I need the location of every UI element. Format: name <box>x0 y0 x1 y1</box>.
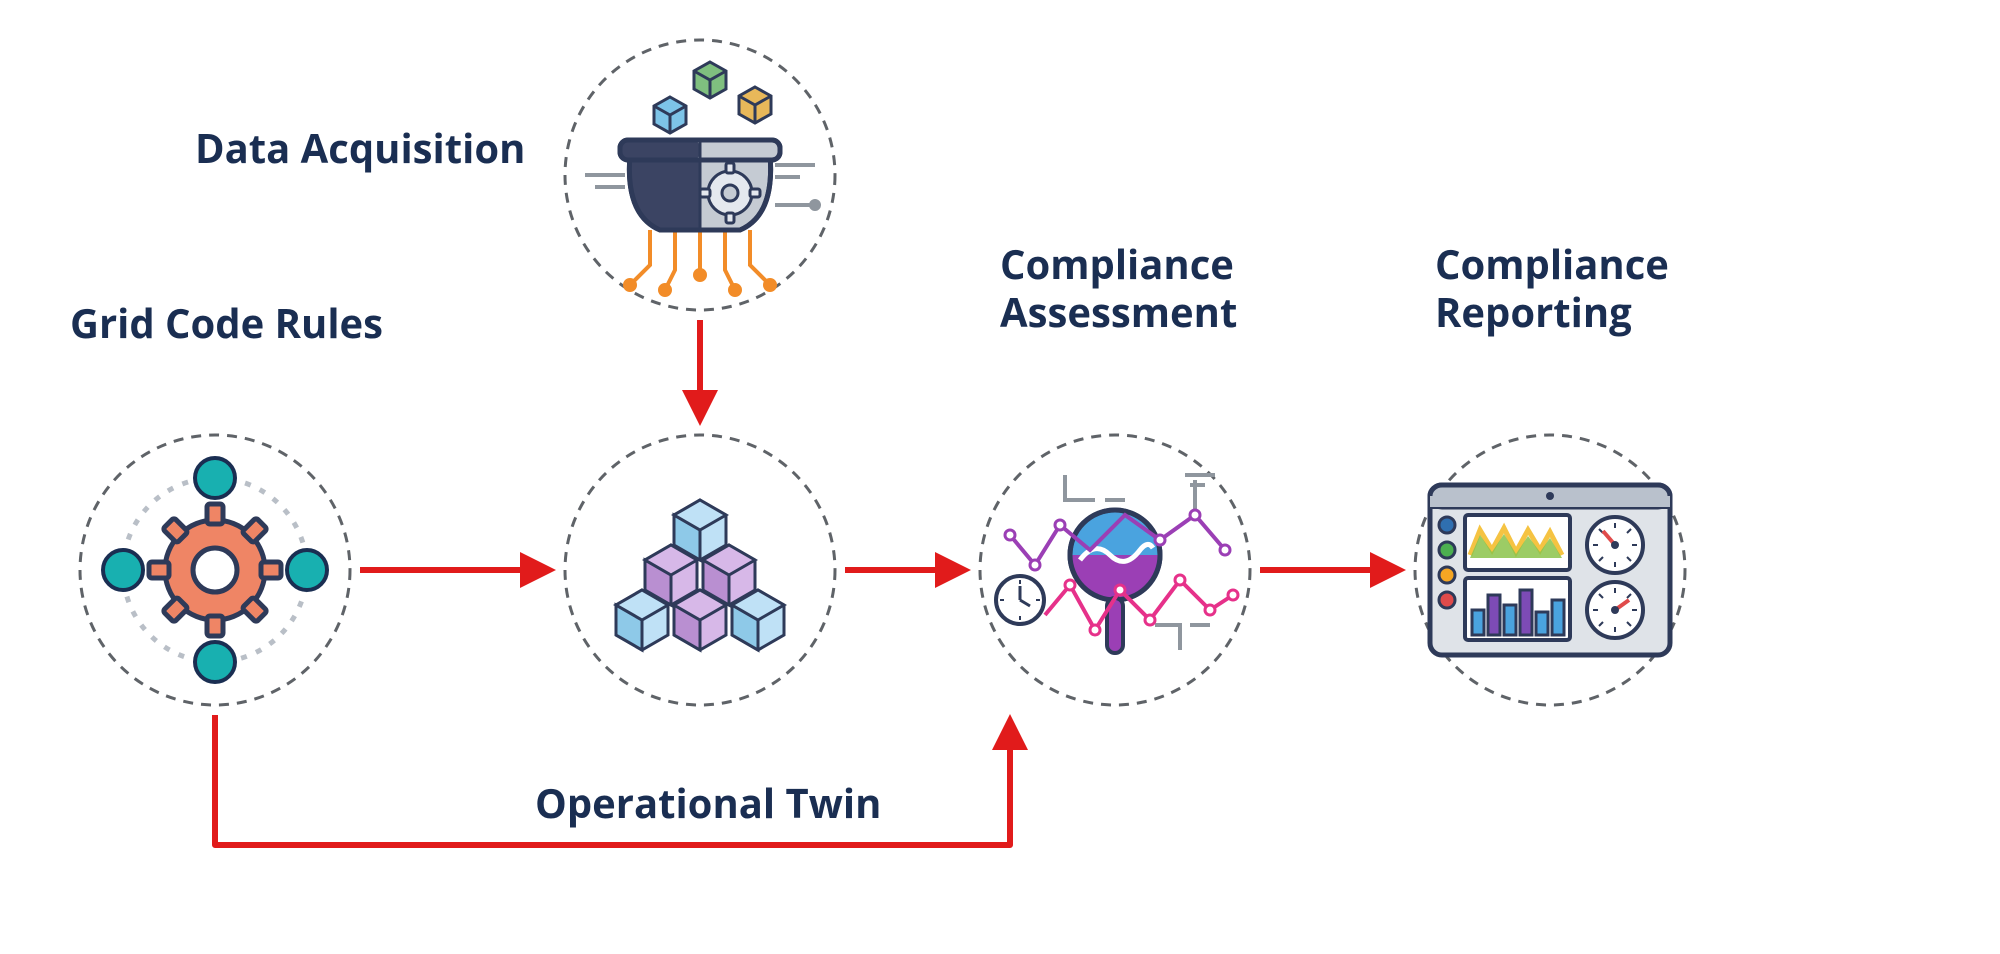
grid-code-icon <box>103 458 327 682</box>
data-acquisition-icon <box>585 62 819 295</box>
diagram-canvas: Grid Code Rules Data Acquisition Operati… <box>0 0 2000 954</box>
diagram-svg <box>0 0 2000 954</box>
edge-grid-to-assess <box>215 715 1010 845</box>
compliance-reporting-icon <box>1430 485 1670 655</box>
compliance-assessment-icon <box>996 475 1238 653</box>
node-circle-op-twin <box>565 435 835 705</box>
operational-twin-icon <box>616 500 784 650</box>
